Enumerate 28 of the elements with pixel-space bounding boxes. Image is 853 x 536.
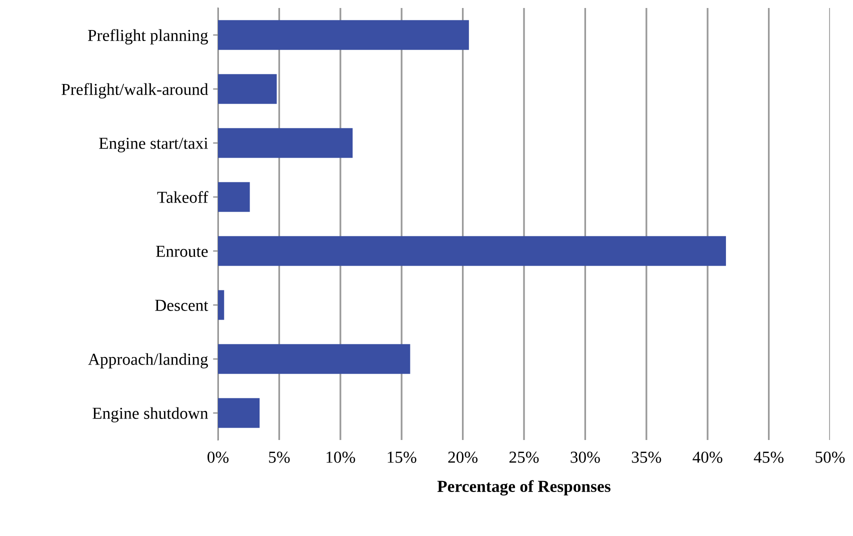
x-tick-label: 35%: [632, 452, 662, 463]
x-tick-label: 10%: [326, 452, 356, 463]
bar: [218, 74, 277, 104]
bar: [218, 20, 469, 50]
y-tick-label: Engine shutdown: [92, 407, 208, 422]
y-tick-label: Engine start/taxi: [99, 138, 208, 152]
x-tick-label: 40%: [692, 452, 722, 463]
bar: [218, 344, 410, 374]
x-tick-label: 15%: [388, 452, 416, 463]
y-tick-label: Preflight/walk-around: [62, 83, 208, 98]
bar: [218, 236, 726, 266]
bar: [218, 398, 260, 428]
y-tick-label: Approach/landing: [88, 353, 208, 368]
x-tick-label: 30%: [570, 452, 600, 463]
y-tick-label: Descent: [155, 300, 208, 311]
bar: [218, 182, 250, 212]
y-tick-label: Preflight planning: [88, 29, 208, 44]
x-tick-label: 45%: [754, 452, 784, 463]
x-tick-label: 20%: [448, 452, 478, 463]
y-tick-label: Enroute: [156, 246, 208, 257]
x-axis-title: Percentage of Responses: [437, 480, 610, 496]
bar: [218, 290, 224, 320]
y-tick-label: Takeoff: [157, 191, 208, 203]
x-tick-label: 50%: [816, 452, 845, 463]
x-tick-label: 0%: [208, 452, 229, 463]
x-tick-label: 5%: [269, 452, 290, 463]
bar: [218, 128, 353, 158]
x-tick-label: 25%: [509, 452, 539, 463]
